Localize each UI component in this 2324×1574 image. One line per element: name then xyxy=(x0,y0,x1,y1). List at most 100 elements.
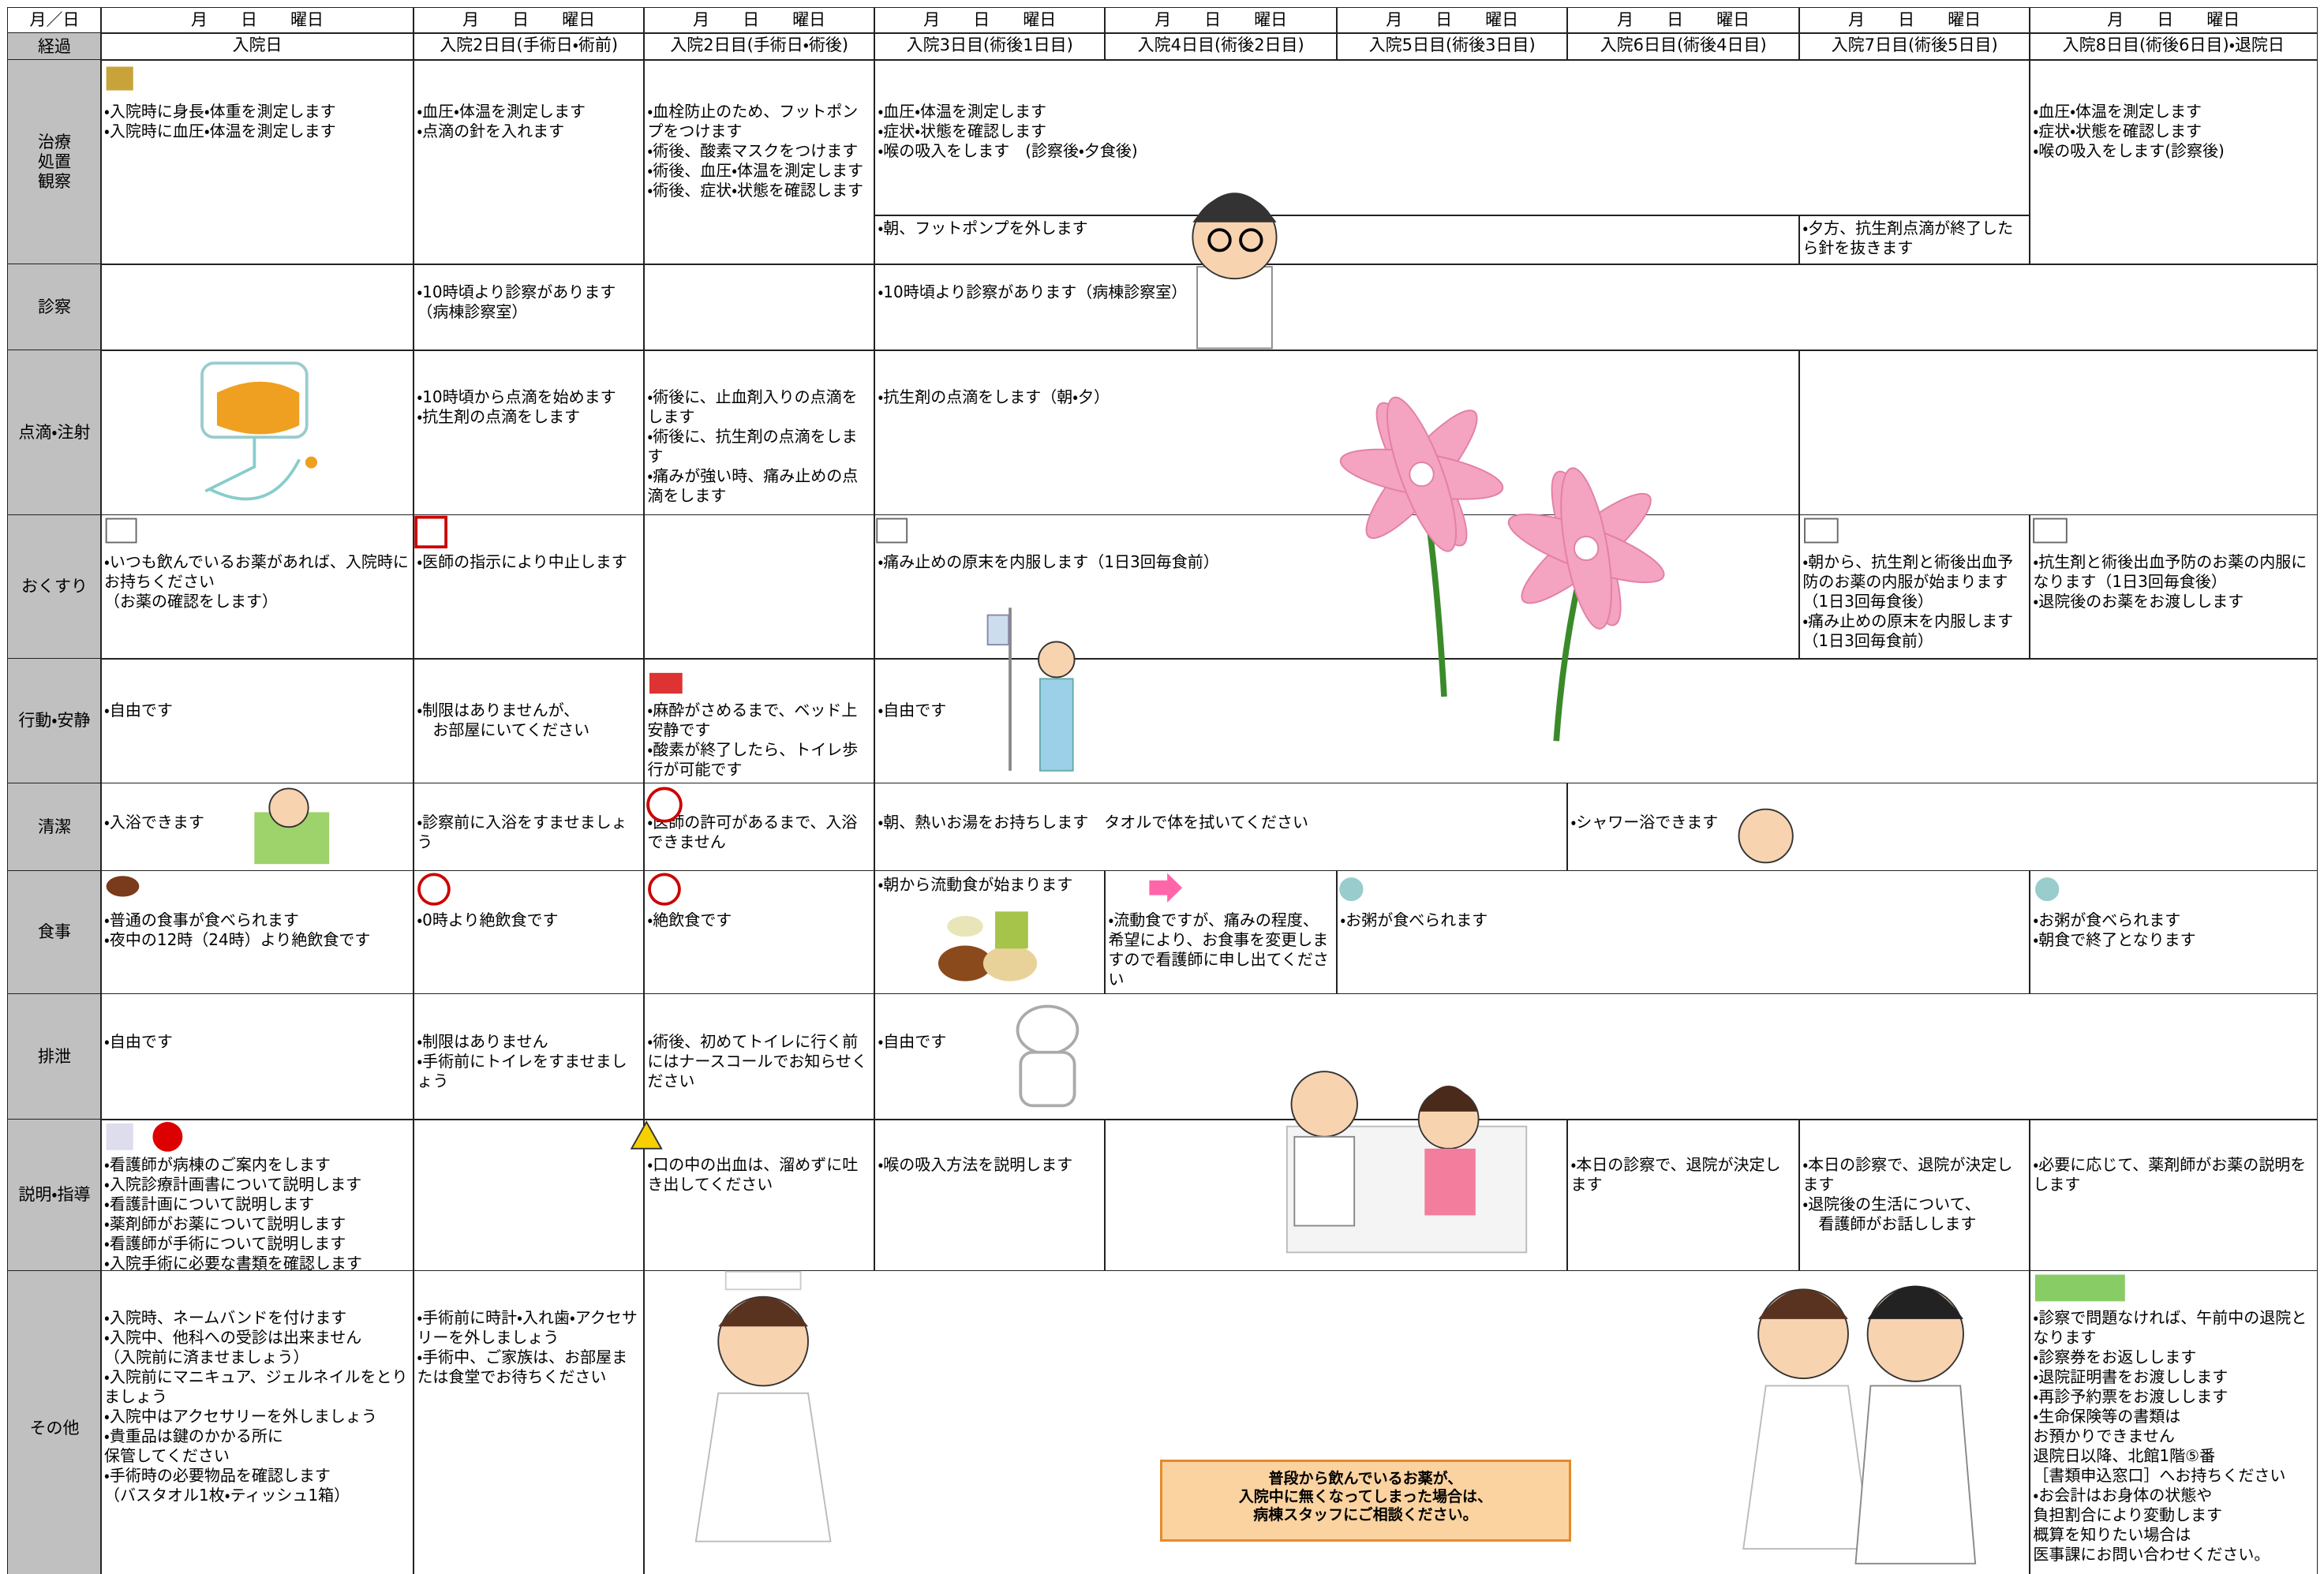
row-label: その他 xyxy=(7,1269,102,1574)
cell-text: ・必要に応じて、薬剤師がお薬の説明をします xyxy=(2033,1155,2307,1195)
row-cell xyxy=(100,350,414,516)
course-text: 入院8日目(術後6日目)・退院日 xyxy=(2062,36,2285,55)
row-cell: ・医師の許可があるまで、入浴できません xyxy=(643,782,875,872)
row-cell: ・口の中の出血は、溜めずに吐き出してください xyxy=(643,1119,875,1272)
cell-text: 負担割合により変動します xyxy=(2033,1505,2223,1524)
notice-text: 病棟スタッフにご相談ください。 xyxy=(1253,1506,1478,1524)
date-cell: 月 日 曜日 xyxy=(1566,7,1800,34)
cell-text: ・入浴できます xyxy=(104,813,204,832)
cell-text: ・本日の診察で、退院が決定します xyxy=(1802,1155,2013,1195)
cell-text: ・シャワー浴できます xyxy=(1570,813,1719,832)
row-cell: ・シャワー浴できます xyxy=(1566,782,2318,872)
cell-text: ・いつも飲んでいるお薬があれば、入院時にお持ちください xyxy=(104,551,409,591)
cell-text: ・入院前にマニキュア、ジェルネイルをとりましょう xyxy=(104,1367,408,1406)
row-cell: ・抗生剤と術後出血予防のお薬の内服になります（1日3回毎食後） ・退院後のお薬をお… xyxy=(2029,514,2318,660)
course-text: 入院5日目(術後3日目) xyxy=(1368,36,1536,55)
date-text: 月 日 曜日 xyxy=(1155,10,1288,30)
row-cell: ・診察で問題なければ、午前中の退院となります ・診察券をお返しします ・退院証明書を… xyxy=(2029,1269,2318,1574)
cell-text: ・夕方、抗生剤点滴が終了したら針を抜きます xyxy=(1802,219,2014,258)
cell-text: 退院日以降、北館1階⑤番 xyxy=(2033,1445,2216,1465)
course-text: 入院4日目(術後2日目) xyxy=(1137,36,1304,55)
date-cell: 月 日 曜日 xyxy=(874,7,1106,34)
row-label: 排泄 xyxy=(7,993,102,1120)
notice-text: 普段から飲んでいるお薬が、 xyxy=(1268,1470,1463,1488)
row-cell: ・血圧・体温を測定します ・点滴の針を入れます xyxy=(413,59,645,265)
cell-text: ・痛み止めの原末を内服します（1日3回毎食前） xyxy=(878,551,1219,571)
row-cell: ・喉の吸入方法を説明します xyxy=(874,1119,1106,1272)
row-cell: ・痛み止めの原末を内服します（1日3回毎食前） xyxy=(874,514,1800,660)
date-text: 月 日 曜日 xyxy=(1617,10,1750,30)
row-cell: ・夕方、抗生剤点滴が終了したら針を抜きます xyxy=(1798,215,2030,265)
cell-text: ・絶飲食です xyxy=(647,910,732,930)
cell-text: （入院前に済ませましょう） xyxy=(104,1347,309,1367)
row-cell xyxy=(413,1119,645,1272)
date-label: 月／日 xyxy=(7,7,102,34)
row-cell: ・流動食ですが、痛みの程度、希望により、お食事を変更しますので看護師に申し出てく… xyxy=(1104,869,1338,995)
cell-text: ・手術前に時計・入れ歯・アクセサリーを外しましょう xyxy=(417,1307,638,1347)
date-text: 月 日 曜日 xyxy=(1386,10,1519,30)
cell-text: ・自由です xyxy=(878,1032,947,1052)
row-label-text: 説明・指導 xyxy=(18,1185,91,1205)
course-cell: 入院7日目(術後5日目) xyxy=(1798,32,2030,61)
cell-text: ・医師の指示により中止します xyxy=(417,551,627,571)
row-label: 行動・安静 xyxy=(7,658,102,784)
date-text: 月 日 曜日 xyxy=(1848,10,1982,30)
date-cell: 月 日 曜日 xyxy=(413,7,645,34)
cell-text: ・麻酔がさめるまで、ベッド上安静です xyxy=(647,700,858,739)
row-cell: ・0時より絶飲食です xyxy=(413,869,645,995)
row-cell: ・医師の指示により中止します xyxy=(413,514,645,660)
row-cell: ・自由です xyxy=(100,658,414,784)
cell-text: ・診察券をお返しします xyxy=(2033,1347,2197,1367)
cell-text: ・術後、血圧・体温を測定します xyxy=(647,160,864,180)
cell-text: ・制限はありません xyxy=(417,1032,548,1052)
cell-text: ・血栓防止のため、フットポンプをつけます xyxy=(647,101,859,140)
cell-text: ・入院手術に必要な書類を確認します xyxy=(104,1254,362,1272)
row-label: おくすり xyxy=(7,514,102,660)
row-cell: ・絶飲食です xyxy=(643,869,875,995)
row-cell: ・入院時、ネームバンドを付けます ・入院中、他科への受診は出来ません （入院前に済ま… xyxy=(100,1269,414,1574)
cell-text: ・生命保険等の書類は xyxy=(2033,1406,2181,1426)
row-label-text: 行動・安静 xyxy=(18,711,91,731)
cell-text: ・10時頃から点滴を始めます xyxy=(417,387,616,407)
row-cell: ・自由です xyxy=(874,993,2318,1120)
cell-text: ・点滴の針を入れます xyxy=(417,121,565,140)
cell-text: ［書類申込窓口］へお持ちください xyxy=(2033,1465,2286,1485)
row-label: 清潔 xyxy=(7,782,102,872)
notice-text: 入院中に無くなってしまった場合は、 xyxy=(1238,1488,1493,1506)
row-label: 点滴・注射 xyxy=(7,350,102,516)
cell-text: ・喉の吸入方法を説明します xyxy=(878,1155,1073,1175)
row-label-text: 処置 xyxy=(38,152,71,171)
cell-text: 看護師がお話しします xyxy=(1802,1214,1977,1234)
cell-text: ・制限はありませんが、 xyxy=(417,700,580,720)
cell-text: ・抗生剤の点滴をします xyxy=(417,407,581,427)
row-cell: ・制限はありません ・手術前にトイレをすませましょう xyxy=(413,993,645,1120)
cell-text: ・酸素が終了したら、トイレ歩行が可能です xyxy=(647,739,859,779)
cell-text: ・朝から、抗生剤と術後出血予防のお薬の内服が始まります（1日3回毎食後） xyxy=(1802,551,2014,611)
cell-text: ・入院診療計画書について説明します xyxy=(104,1175,362,1195)
date-cell: 月 日 曜日 xyxy=(643,7,875,34)
row-label-text: おくすり xyxy=(21,577,88,596)
date-cell: 月 日 曜日 xyxy=(100,7,414,34)
cell-text: ・退院証明書をお渡しします xyxy=(2033,1367,2229,1386)
cell-text: お預かりできません xyxy=(2033,1426,2175,1445)
cell-text: （お薬の確認をします） xyxy=(104,591,279,611)
cell-text: ・症状・状態を確認します xyxy=(2033,121,2202,140)
row-label-text: 観察 xyxy=(38,172,71,191)
date-cell: 月 日 曜日 xyxy=(1798,7,2030,34)
cell-text: ・お粥が食べられます xyxy=(1340,910,1488,930)
cell-text: ・貴重品は鍵のかかる所に xyxy=(104,1426,283,1445)
cell-text: ・退院後の生活について、 xyxy=(1802,1195,1981,1214)
row-cell: ・血圧・体温を測定します ・症状・状態を確認します ・喉の吸入をします(診察後) xyxy=(2029,59,2318,265)
cell-text: ・喉の吸入をします (診察後・夕食後) xyxy=(878,140,1138,160)
date-text: 月 日 曜日 xyxy=(462,10,596,30)
row-cell: ・診察前に入浴をすませましょう xyxy=(413,782,645,872)
cell-text: ・抗生剤の点滴をします（朝・夕） xyxy=(878,387,1110,407)
cell-text: ・朝から流動食が始まります xyxy=(878,875,1073,895)
cell-text: （病棟診察室） xyxy=(417,301,528,321)
row-cell: ・自由です xyxy=(100,993,414,1120)
course-cell: 入院3日目(術後1日目) xyxy=(874,32,1106,61)
date-cell: 月 日 曜日 xyxy=(1104,7,1338,34)
cell-text: ・お会計はお身体の状態や xyxy=(2033,1485,2213,1505)
row-cell xyxy=(643,264,875,351)
row-cell: ・朝、フットポンプを外します xyxy=(874,215,1800,265)
